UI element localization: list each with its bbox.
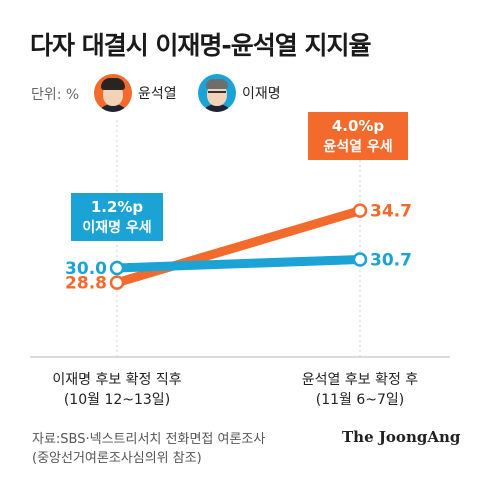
lee-portrait-icon bbox=[198, 74, 236, 112]
legend-item-lee: 이재명 bbox=[198, 73, 281, 113]
data-point bbox=[109, 275, 125, 290]
data-label: 34.7 bbox=[370, 202, 412, 222]
series-line bbox=[112, 254, 365, 273]
legend-item-yoon: 윤석열 bbox=[94, 73, 177, 113]
data-label: 28.8 bbox=[65, 274, 107, 294]
annotation-box bbox=[308, 112, 408, 160]
annotation-text: 이재명 우세 bbox=[82, 219, 151, 236]
data-label: 30.0 bbox=[65, 259, 107, 279]
source-line-1: 자료:SBS·넥스트리서치 전화면접 여론조사 bbox=[32, 432, 266, 447]
yoon-portrait-icon bbox=[94, 74, 132, 112]
annotation-text: 1.2%p bbox=[91, 198, 144, 216]
legend-label-yoon: 윤석열 bbox=[138, 86, 177, 102]
x-tick-label: (11월 6~7일) bbox=[316, 392, 405, 408]
data-point bbox=[352, 203, 368, 218]
chart-title: 다자 대결시 이재명-윤석열 지지율 bbox=[30, 31, 371, 60]
data-label: 30.7 bbox=[370, 250, 412, 270]
source-note: 자료:SBS·넥스트리서치 전화면접 여론조사 (중앙선거여론조사심의위 참조) bbox=[32, 430, 265, 468]
legend-label-lee: 이재명 bbox=[242, 86, 281, 102]
x-tick-label: 이재명 후보 확정 직후 bbox=[52, 372, 181, 388]
annotation-text: 4.0%p bbox=[332, 117, 385, 135]
x-tick-label: (10월 12~13일) bbox=[64, 392, 170, 408]
data-point bbox=[109, 260, 125, 276]
data-point bbox=[352, 252, 368, 267]
source-line-2: (중앙선거여론조사심의위 참조) bbox=[32, 451, 202, 466]
annotation-box bbox=[71, 193, 163, 241]
x-tick-label: 윤석열 후보 확정 후 bbox=[302, 372, 419, 388]
unit-label: 단위: % bbox=[31, 87, 80, 103]
brand-logo: The JoongAng bbox=[342, 428, 461, 446]
annotation-text: 윤석열 우세 bbox=[323, 138, 392, 155]
